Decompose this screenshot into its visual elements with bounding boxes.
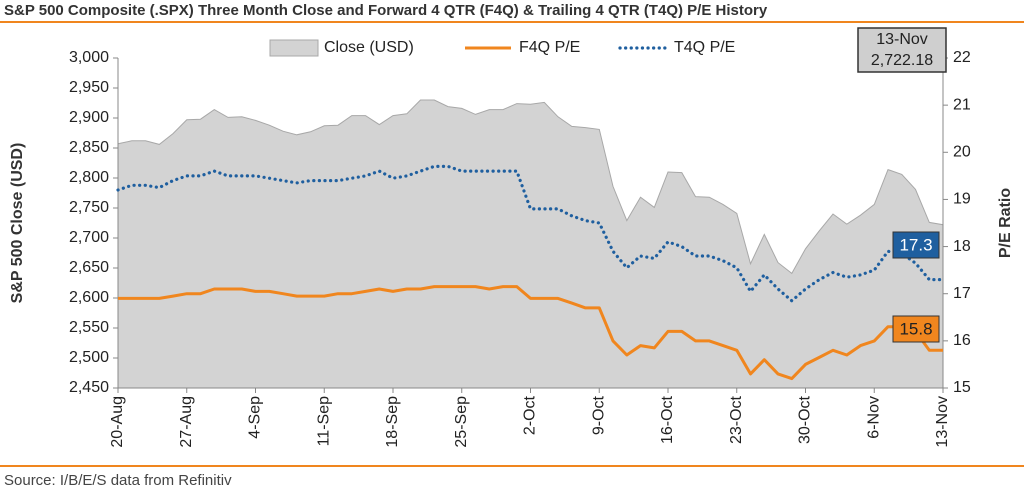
line <box>118 285 943 381</box>
y2-tick-label: 19 <box>953 191 971 208</box>
x-tick-label: 16-Oct <box>659 395 676 444</box>
source: Source: I/B/E/S data from Refinitiv <box>4 472 232 489</box>
annotation-box <box>857 27 947 73</box>
x-tick-label: 20-Aug <box>109 396 126 448</box>
area-fill <box>117 99 944 389</box>
x-tick-label: 6-Nov <box>865 396 882 439</box>
legend-label: F4Q P/E <box>519 39 580 56</box>
x-tick-label: 2-Oct <box>522 395 539 435</box>
x-tick-label: 13-Nov <box>934 396 951 448</box>
y-tick-label: 2,700 <box>69 229 109 246</box>
y-tick-label: 2,450 <box>69 379 109 396</box>
x-tick-label: 11-Sep <box>315 396 332 447</box>
y-tick-label: 2,800 <box>69 169 109 186</box>
y-tick-label: 2,900 <box>69 109 109 126</box>
x-tick-label: 4-Sep <box>247 396 264 439</box>
x-tick-label: 18-Sep <box>384 396 401 448</box>
y2-tick-label: 21 <box>953 96 971 113</box>
y2-tick-label: 17 <box>953 285 971 302</box>
annotation-date: 13-Nov <box>876 31 928 48</box>
legend-swatch <box>269 39 319 57</box>
x-tick-label: 27-Aug <box>178 396 195 448</box>
value-label-box <box>892 231 940 259</box>
y-tick-label: 2,850 <box>69 139 109 156</box>
y-tick-label: 2,950 <box>69 79 109 96</box>
chart-title: S&P 500 Composite (.SPX) Three Month Clo… <box>4 2 768 19</box>
y-axis-label: S&P 500 Close (USD) <box>9 143 26 304</box>
y-tick-label: 2,750 <box>69 199 109 216</box>
y2-tick-label: 18 <box>953 238 971 255</box>
x-tick-label: 9-Oct <box>590 395 607 435</box>
value-label: 2,722.18 <box>871 52 933 69</box>
dotted-line <box>116 164 945 303</box>
y-tick-label: 2,600 <box>69 289 109 306</box>
legend-label: T4Q P/E <box>674 39 735 56</box>
y-tick-label: 2,650 <box>69 259 109 276</box>
x-tick-label: 23-Oct <box>728 395 745 444</box>
legend-label: Close (USD) <box>324 39 414 56</box>
value-label: 15.8 <box>899 319 932 338</box>
y2-tick-label: 20 <box>953 144 971 161</box>
y2-tick-label: 16 <box>953 332 971 349</box>
x-tick-label: 30-Oct <box>797 395 814 444</box>
y2-tick-label: 15 <box>953 379 971 396</box>
y-tick-label: 2,500 <box>69 349 109 366</box>
value-label: 17.3 <box>899 235 932 254</box>
value-label-box <box>892 315 940 343</box>
y2-tick-label: 22 <box>953 49 971 66</box>
y-tick-label: 2,550 <box>69 319 109 336</box>
x-tick-label: 25-Sep <box>453 396 470 448</box>
y-tick-label: 3,000 <box>69 49 109 66</box>
y2-axis-label: P/E Ratio <box>997 188 1014 258</box>
